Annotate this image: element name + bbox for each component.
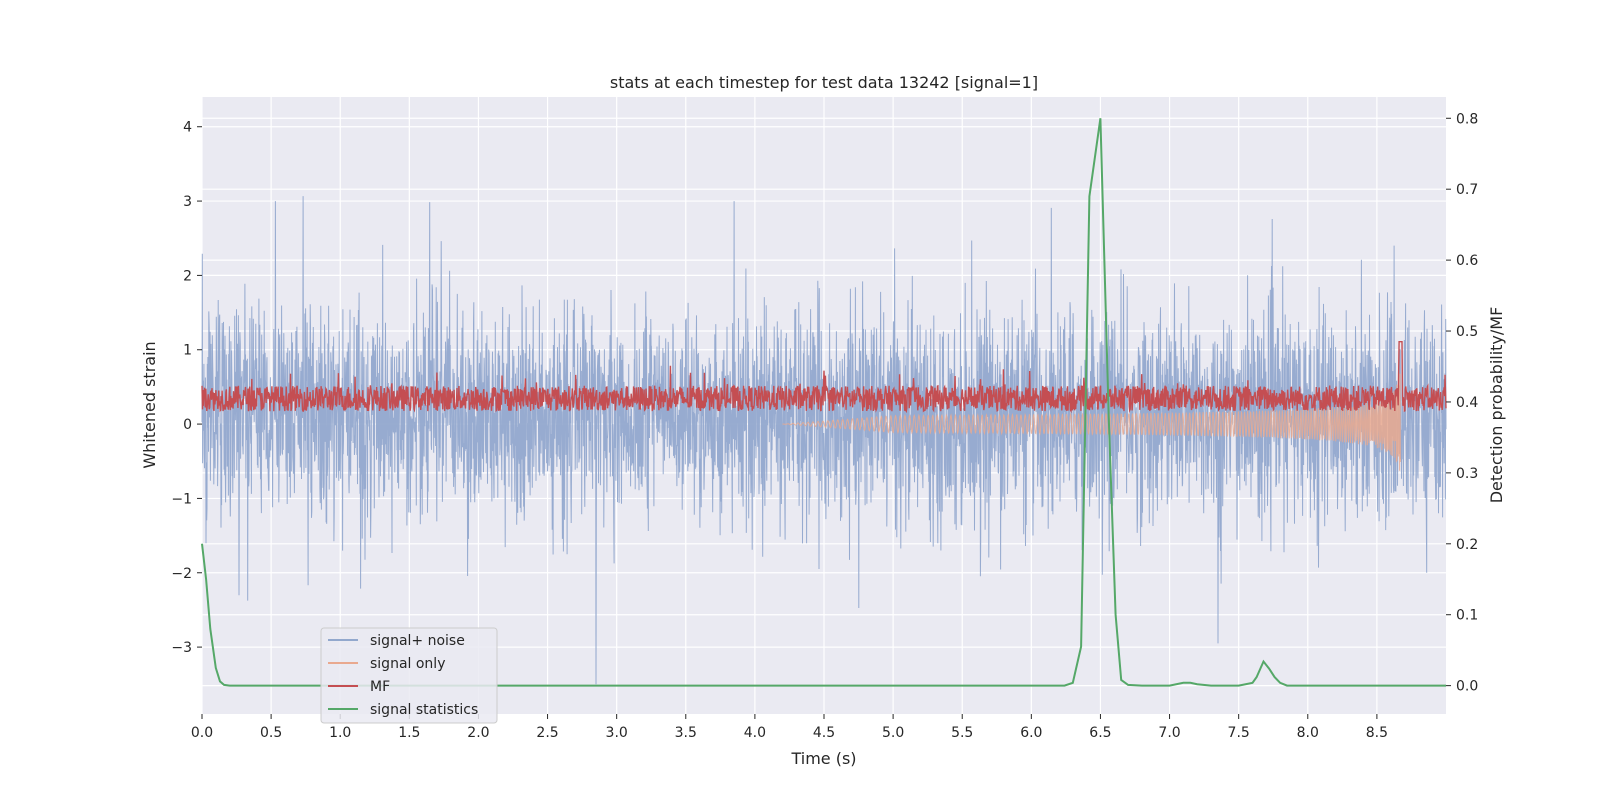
legend-label-mf: MF [370,679,390,695]
y2-tick-label-1: 0.7 [1456,182,1478,198]
y-tick-label-1: 3 [183,194,192,210]
x-tick-label-1: 0.5 [260,725,282,741]
legend-label-signal-statistics: signal statistics [370,702,478,718]
x-tick-label-17: 8.5 [1366,725,1388,741]
x-tick-label-4: 2.0 [467,725,489,741]
x-tick-label-14: 7.0 [1158,725,1180,741]
y-tick-label-3: 1 [183,343,192,359]
y-axis-left: 4 3 2 1 0 −1 −2 −3 [171,120,202,656]
x-tick-label-16: 8.0 [1297,725,1319,741]
y-tick-label-2: 2 [183,268,192,284]
y2-tick-label-5: 0.3 [1456,466,1478,482]
x-tick-label-5: 2.5 [536,725,558,741]
legend-box [320,627,498,724]
x-tick-label-7: 3.5 [675,725,697,741]
y-axis-right: 0.8 0.7 0.6 0.5 0.4 0.3 0.2 0.1 0.0 [1446,111,1478,695]
signal-statistics-line [201,118,1446,687]
y-tick-label-4: 0 [183,417,192,433]
legend-label-signal-only: signal only [370,656,445,672]
y2-tick-label-3: 0.5 [1456,324,1478,340]
x-tick-label-0: 0.0 [191,725,213,741]
legend-label-signal-noise: signal+ noise [370,633,465,649]
legend: signal+ noise signal only MF signal stat… [320,627,498,724]
x-tick-label-2: 1.0 [329,725,351,741]
x-axis: 0.0 0.5 1.0 1.5 2.0 2.5 3.0 3.5 4.0 4.5 5.0 5.5 6.0 6… [191,714,1388,741]
series-signal-statistics [201,118,1446,687]
y-tick-label-7: −3 [171,640,192,656]
y2-tick-label-2: 0.6 [1456,253,1478,269]
y2-tick-label-8: 0.0 [1456,679,1478,695]
x-tick-label-12: 6.0 [1020,725,1042,741]
mf-line [201,341,1447,414]
x-tick-label-10: 5.0 [882,725,904,741]
y-axis-title: Whitened strain [140,341,159,468]
x-tick-label-11: 5.5 [951,725,973,741]
x-tick-label-15: 7.5 [1228,725,1250,741]
x-tick-label-13: 6.5 [1089,725,1111,741]
x-tick-label-3: 1.5 [398,725,420,741]
x-tick-label-6: 3.0 [606,725,628,741]
y-tick-label-6: −2 [171,566,192,582]
y2-tick-label-6: 0.2 [1456,537,1478,553]
y2-axis-title: Detection probability/MF [1487,307,1506,504]
x-tick-label-9: 4.5 [813,725,835,741]
y2-tick-label-4: 0.4 [1456,395,1478,411]
y-tick-label-0: 4 [183,120,192,136]
x-tick-label-8: 4.0 [744,725,766,741]
y2-tick-label-0: 0.8 [1456,111,1478,127]
series-signal-only [782,373,1401,471]
x-axis-title: Time (s) [790,749,856,768]
chart-title: stats at each timestep for test data 132… [610,73,1038,92]
series-mf [201,341,1447,414]
y-tick-label-5: −1 [171,491,192,507]
y2-tick-label-7: 0.1 [1456,608,1478,624]
signal-only-line [782,373,1401,471]
